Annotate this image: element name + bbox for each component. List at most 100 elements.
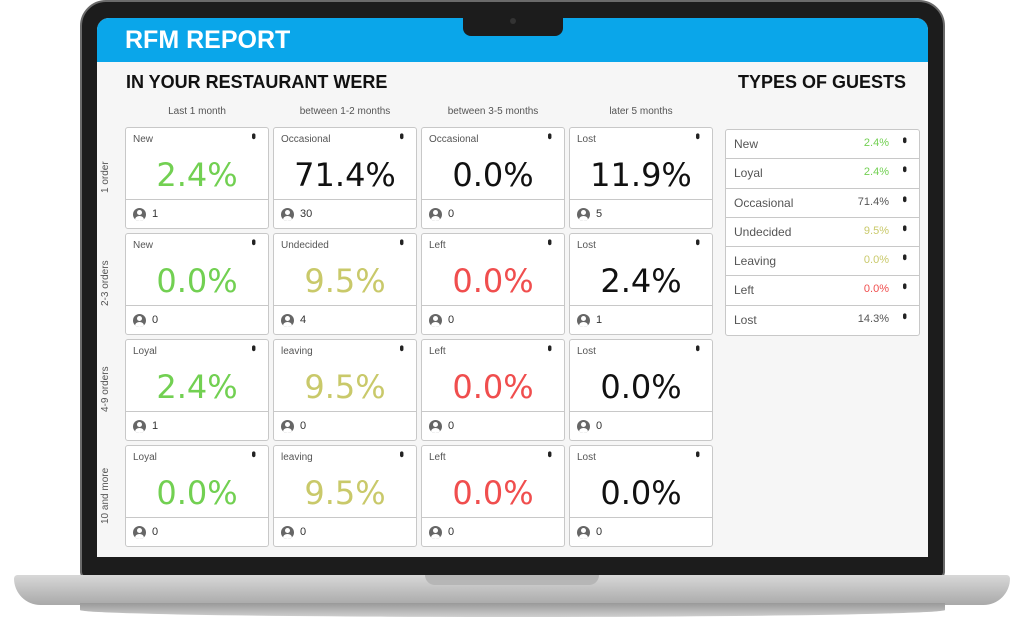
more-options-icon[interactable]: ••• — [247, 239, 261, 243]
guest-type-row[interactable]: Occasional 71.4% ••• — [726, 189, 919, 218]
segment-percent: 11.9% — [590, 156, 692, 194]
guest-type-row[interactable]: Loyal 2.4% ••• — [726, 159, 919, 189]
segment-card[interactable]: Lost ••• 0.0% 0 — [569, 445, 713, 547]
segment-label: Occasional — [281, 134, 331, 145]
card-footer: 4 — [274, 305, 416, 334]
segment-card[interactable]: Left ••• 0.0% 0 — [421, 445, 565, 547]
segment-card[interactable]: Loyal ••• 2.4% 1 — [125, 339, 269, 441]
guest-count: 1 — [152, 208, 159, 220]
segment-card[interactable]: leaving ••• 9.5% 0 — [273, 339, 417, 441]
segment-card[interactable]: New ••• 2.4% 1 — [125, 127, 269, 229]
more-options-icon[interactable]: ••• — [247, 133, 261, 137]
more-options-icon[interactable]: ••• — [247, 345, 261, 349]
laptop-base-bottom — [80, 603, 945, 617]
guest-count: 0 — [300, 420, 307, 432]
segment-card[interactable]: Lost ••• 2.4% 1 — [569, 233, 713, 335]
user-icon — [429, 314, 442, 327]
segment-card[interactable]: Lost ••• 11.9% 5 — [569, 127, 713, 229]
guest-count: 5 — [596, 208, 603, 220]
segment-card[interactable]: Lost ••• 0.0% 0 — [569, 339, 713, 441]
guest-type-percent: 71.4% — [857, 195, 889, 208]
segment-percent: 0.0% — [600, 368, 682, 406]
segment-percent: 0.0% — [156, 262, 238, 300]
column-header: later 5 months — [609, 106, 673, 117]
more-options-icon[interactable]: ••• — [898, 137, 912, 141]
more-options-icon[interactable]: ••• — [543, 239, 557, 243]
card-footer: 1 — [570, 305, 712, 334]
segment-card[interactable]: Loyal ••• 0.0% 0 — [125, 445, 269, 547]
segment-label: Loyal — [133, 452, 157, 463]
more-options-icon[interactable]: ••• — [898, 254, 912, 258]
more-options-icon[interactable]: ••• — [691, 239, 705, 243]
more-options-icon[interactable]: ••• — [898, 224, 912, 229]
guest-type-percent: 9.5% — [863, 224, 889, 237]
segment-percent: 2.4% — [156, 156, 238, 194]
segment-card[interactable]: New ••• 0.0% 0 — [125, 233, 269, 335]
guest-type-row[interactable]: New 2.4% ••• — [726, 130, 919, 160]
segment-label: Lost — [577, 452, 596, 463]
segment-card[interactable]: Left ••• 0.0% 0 — [421, 233, 565, 335]
card-footer: 0 — [422, 305, 564, 334]
segment-percent: 9.5% — [304, 474, 386, 512]
segment-card[interactable]: Occasional ••• 71.4% 30 — [273, 127, 417, 229]
more-options-icon[interactable]: ••• — [898, 312, 912, 317]
segment-label: Occasional — [429, 134, 479, 145]
row-header: 4-9 orders — [100, 366, 111, 413]
card-footer: 1 — [126, 199, 268, 228]
guest-type-label: New — [734, 137, 759, 151]
segment-percent: 0.0% — [452, 474, 534, 512]
guest-count: 0 — [300, 526, 307, 538]
more-options-icon[interactable]: ••• — [898, 195, 912, 200]
segment-percent: 0.0% — [452, 156, 534, 194]
more-options-icon[interactable]: ••• — [395, 133, 409, 137]
column-header: between 3-5 months — [447, 106, 539, 117]
more-options-icon[interactable]: ••• — [247, 451, 261, 455]
guest-count: 4 — [300, 314, 307, 326]
more-options-icon[interactable]: ••• — [543, 345, 557, 349]
card-footer: 0 — [422, 411, 564, 440]
more-options-icon[interactable]: ••• — [543, 451, 557, 455]
more-options-icon[interactable]: ••• — [395, 239, 409, 243]
segment-percent: 71.4% — [294, 156, 396, 194]
segment-label: leaving — [281, 346, 313, 357]
guest-count: 0 — [152, 526, 159, 538]
more-options-icon[interactable]: ••• — [691, 451, 705, 455]
guest-type-row[interactable]: Lost 14.3% ••• — [726, 306, 919, 335]
more-options-icon[interactable]: ••• — [691, 345, 705, 349]
row-header: 10 and more — [100, 467, 111, 524]
more-options-icon[interactable]: ••• — [691, 133, 705, 137]
card-footer: 0 — [422, 199, 564, 228]
segment-label: Lost — [577, 134, 596, 145]
more-options-icon[interactable]: ••• — [543, 133, 557, 137]
guest-type-label: Occasional — [734, 195, 794, 210]
user-icon — [429, 208, 442, 221]
user-icon — [133, 420, 146, 433]
more-options-icon[interactable]: ••• — [395, 451, 409, 455]
guest-type-label: Left — [734, 283, 755, 298]
guest-type-percent: 0.0% — [863, 283, 889, 296]
page-title: IN YOUR RESTAURANT WERE — [126, 72, 388, 92]
segment-card[interactable]: leaving ••• 9.5% 0 — [273, 445, 417, 547]
more-options-icon[interactable]: ••• — [395, 345, 409, 349]
camera-icon — [510, 18, 516, 24]
guest-count: 0 — [448, 208, 455, 220]
user-icon — [281, 208, 294, 221]
guest-type-row[interactable]: Leaving 0.0% ••• — [726, 247, 919, 277]
card-footer: 0 — [274, 517, 416, 546]
user-icon — [429, 526, 442, 539]
card-footer: 0 — [274, 411, 416, 440]
row-header: 1 order — [100, 161, 111, 194]
user-icon — [429, 420, 442, 433]
segment-card[interactable]: Left ••• 0.0% 0 — [421, 339, 565, 441]
more-options-icon[interactable]: ••• — [898, 283, 912, 288]
segment-percent: 0.0% — [156, 474, 238, 512]
segment-label: Loyal — [133, 346, 157, 357]
guest-type-row[interactable]: Undecided 9.5% ••• — [726, 218, 919, 248]
segment-percent: 0.0% — [452, 368, 534, 406]
segment-percent: 0.0% — [452, 262, 534, 300]
segment-label: Lost — [577, 240, 596, 251]
more-options-icon[interactable]: ••• — [898, 166, 912, 170]
guest-type-row[interactable]: Left 0.0% ••• — [726, 276, 919, 306]
segment-card[interactable]: Occasional ••• 0.0% 0 — [421, 127, 565, 229]
segment-card[interactable]: Undecided ••• 9.5% 4 — [273, 233, 417, 335]
